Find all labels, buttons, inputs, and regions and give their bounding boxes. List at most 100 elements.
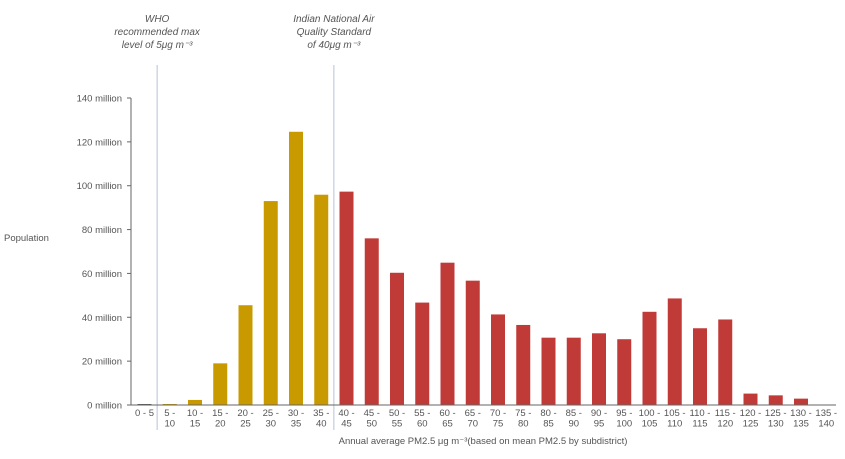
x-tick-label: 130 -135 (790, 408, 812, 430)
bar-35-40 (314, 194, 329, 405)
x-tick-label-line: 90 (568, 419, 579, 430)
x-tick-label: 100 -105 (639, 408, 661, 430)
national-standard-annotation: Indian National Air Quality Standard of 40… (293, 14, 375, 51)
x-tick-label: 125 -130 (765, 408, 787, 430)
bar-110-115 (693, 328, 707, 405)
bar-20-25 (238, 305, 253, 405)
x-tick-label: 105 -110 (664, 408, 686, 430)
y-tick-label: 60 million (82, 269, 122, 280)
x-tick-label: 120 -125 (740, 408, 762, 430)
x-tick-label: 30 -35 (288, 408, 304, 430)
x-tick-label-line: 135 (793, 419, 809, 430)
x-tick-label-line: 120 (717, 419, 733, 430)
bar-115-120 (718, 319, 733, 405)
x-tick-label-line: 135 - (815, 408, 837, 419)
x-tick-label-line: 80 - (540, 408, 556, 419)
x-tick-label-line: 45 - (364, 408, 380, 419)
x-tick-label: 55 -60 (414, 408, 430, 430)
x-tick-label-line: 15 - (212, 408, 228, 419)
x-tick-label-line: 40 - (338, 408, 354, 419)
x-tick-label-line: 10 (164, 419, 175, 430)
annotation-text: WHO (145, 14, 170, 25)
x-tick-label: 110 -115 (690, 408, 711, 430)
x-tick-label: 80 -85 (540, 408, 556, 430)
x-tick-label-line: 90 - (591, 408, 607, 419)
bar-40-45 (339, 191, 354, 405)
bar-105-110 (667, 298, 682, 405)
who-guideline-annotation: WHO recommended max level of 5μg m⁻³ (114, 14, 201, 51)
x-tick-label: 40 -45 (338, 408, 354, 430)
x-tick-label-line: 75 - (515, 408, 531, 419)
y-tick-label: 100 million (77, 181, 122, 192)
x-tick-label-line: 120 - (740, 408, 762, 419)
bar-120-125 (743, 393, 758, 405)
x-tick-label-line: 30 - (288, 408, 304, 419)
x-tick-label: 95 -100 (616, 408, 632, 430)
x-tick-label-line: 85 (543, 419, 554, 430)
y-tick-label: 120 million (77, 137, 122, 148)
x-tick-label-line: 140 (818, 419, 834, 430)
x-tick-label-line: 60 (417, 419, 428, 430)
x-tick-label-line: 40 (316, 419, 327, 430)
x-tick-label-line: 50 (366, 419, 377, 430)
x-tick-label-line: 110 - (690, 408, 711, 419)
x-tick-label-line: 110 (667, 419, 682, 430)
y-tick-label: 0 million (87, 401, 122, 412)
x-tick-label: 65 -70 (465, 408, 481, 430)
bar-60-65 (440, 262, 455, 405)
x-tick-label-line: 25 (240, 419, 251, 430)
x-tick-label-line: 125 (743, 419, 759, 430)
bar-85-90 (566, 337, 581, 405)
y-tick-label: 80 million (82, 225, 122, 236)
x-tick-label-line: 75 (493, 419, 504, 430)
bar-25-30 (263, 201, 278, 405)
x-tick-label-line: 130 - (790, 408, 812, 419)
y-tick-label: 20 million (82, 357, 122, 368)
x-tick-label-line: 60 - (439, 408, 455, 419)
bar-65-70 (465, 280, 480, 405)
x-tick-label-line: 35 - (313, 408, 329, 419)
x-tick-label-line: 100 (616, 419, 632, 430)
x-tick-label: 90 -95 (591, 408, 607, 430)
x-tick-label: 75 -80 (515, 408, 531, 430)
bar-80-85 (541, 337, 556, 405)
annotation-text: recommended max (114, 27, 201, 38)
x-tick-label-line: 80 (518, 419, 529, 430)
x-tick-label-line: 55 (392, 419, 403, 430)
x-tick-label-line: 25 - (263, 408, 279, 419)
x-tick-label-line: 70 - (490, 408, 506, 419)
x-tick-label: 35 -40 (313, 408, 329, 430)
x-tick-label-line: 45 (341, 419, 352, 430)
x-tick-label: 60 -65 (439, 408, 455, 430)
x-tick-label: 70 -75 (490, 408, 506, 430)
x-tick-label-line: 95 (594, 419, 605, 430)
x-tick-label-line: 85 - (566, 408, 582, 419)
x-tick-label: 20 -25 (237, 408, 253, 430)
x-tick-label-line: 95 - (616, 408, 632, 419)
x-tick-label-line: 70 (467, 419, 478, 430)
y-tick-label: 40 million (82, 313, 122, 324)
x-tick-label-line: 125 - (765, 408, 787, 419)
bar-45-50 (364, 238, 379, 405)
bar-90-95 (592, 333, 606, 405)
annotation-text: Quality Standard (297, 27, 372, 38)
x-tick-label: 15 -20 (212, 408, 228, 430)
x-tick-label: 25 -30 (263, 408, 279, 430)
bar-100-105 (642, 311, 657, 405)
bar-50-55 (390, 272, 404, 405)
bar-15-20 (213, 363, 228, 405)
x-tick-label-line: 20 (215, 419, 226, 430)
bar-125-130 (768, 395, 783, 405)
bar-10-15 (188, 399, 202, 405)
x-tick-label: 50 -55 (389, 408, 405, 430)
bar-95-100 (617, 339, 632, 405)
x-tick-label: 10 -15 (187, 408, 203, 430)
x-tick-label-line: 100 - (639, 408, 661, 419)
x-tick-label-line: 105 - (664, 408, 686, 419)
bar-55-60 (415, 302, 430, 405)
x-tick-label-line: 130 (768, 419, 784, 430)
x-tick-label-line: 65 (442, 419, 453, 430)
x-tick-label: 0 - 5 (135, 408, 154, 419)
x-tick-label-line: 15 (190, 419, 201, 430)
x-tick-label-line: 105 (642, 419, 658, 430)
